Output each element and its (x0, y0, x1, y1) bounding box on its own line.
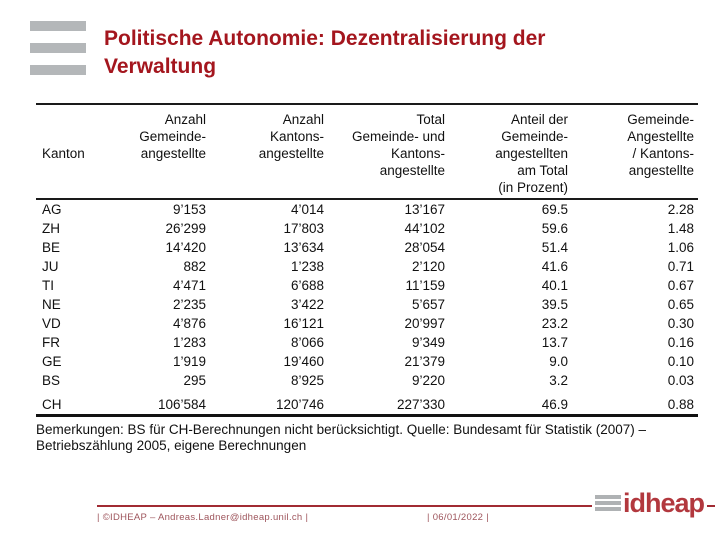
col-header-kantonsangestellte: Anzahl Kantons- angestellte (210, 103, 328, 200)
cell-gemeinde: 106’584 (126, 395, 210, 417)
cell-kanton: TI (42, 278, 54, 293)
cell-anteil: 9.0 (549, 354, 568, 369)
table-row-be: BE 14’420 13’634 28’054 51.4 1.06 (36, 238, 698, 257)
cell-kanton: JU (42, 259, 59, 274)
cell-total: 9’349 (411, 335, 445, 350)
cell-total: 13’167 (404, 202, 445, 217)
table-row-bs: BS 295 8’925 9’220 3.2 0.03 (36, 371, 698, 390)
header-row: Kanton Anzahl Gemeinde- angestellte Anza… (36, 103, 698, 200)
cell-kanton: FR (42, 335, 60, 350)
cell-anteil: 69.5 (541, 202, 568, 217)
cell-total: 2’120 (411, 259, 445, 274)
cell-kanton: GE (42, 354, 62, 369)
cell-anteil: 51.4 (541, 240, 568, 255)
cell-kantons: 6’688 (290, 278, 324, 293)
cell-total: 20’997 (404, 316, 445, 331)
cell-ratio: 1.06 (667, 240, 694, 255)
table-row-ne: NE 2’235 3’422 5’657 39.5 0.65 (36, 295, 698, 314)
col-header-total: Total Gemeinde- und Kantons- angestellte (328, 103, 449, 200)
cell-anteil: 13.7 (541, 335, 568, 350)
idheap-logo: idheap (592, 487, 708, 519)
table-row-ti: TI 4’471 6’688 11’159 40.1 0.67 (36, 276, 698, 295)
cell-kanton: CH (36, 395, 126, 417)
footer-divider-line (97, 505, 715, 507)
data-table: Kanton Anzahl Gemeinde- angestellte Anza… (36, 103, 698, 417)
cell-gemeinde: 9’153 (172, 202, 206, 217)
cell-kantons: 1’238 (290, 259, 324, 274)
cell-total: 44’102 (404, 221, 445, 236)
footer-copyright: | ©IDHEAP – Andreas.Ladner@idheap.unil.c… (97, 512, 309, 523)
cell-ratio: 0.03 (667, 373, 694, 388)
cell-kantons: 13’634 (283, 240, 324, 255)
brand-bar-icon (30, 43, 86, 53)
cell-gemeinde: 4’471 (172, 278, 206, 293)
cell-ratio: 0.30 (667, 316, 694, 331)
cell-ratio: 0.67 (667, 278, 694, 293)
cell-anteil: 23.2 (541, 316, 568, 331)
cell-ratio: 0.10 (667, 354, 694, 369)
idheap-bars-icon (595, 494, 621, 512)
table-row-zh: ZH 26’299 17’803 44’102 59.6 1.48 (36, 219, 698, 238)
col-header-anteil: Anteil der Gemeinde- angestellten am Tot… (449, 103, 572, 200)
slide-title: Politische Autonomie: Dezentralisierung … (104, 27, 546, 78)
cell-ratio: 0.88 (572, 395, 698, 417)
col-header-ratio: Gemeinde- Angestellte / Kantons- angeste… (572, 103, 698, 200)
cell-kantons: 120’746 (210, 395, 328, 417)
cell-gemeinde: 1’919 (172, 354, 206, 369)
cell-gemeinde: 26’299 (165, 221, 206, 236)
cell-total: 9’220 (411, 373, 445, 388)
cell-anteil: 3.2 (549, 373, 568, 388)
cell-anteil: 41.6 (541, 259, 568, 274)
cell-gemeinde: 295 (183, 373, 206, 388)
cell-total: 28’054 (404, 240, 445, 255)
cell-kanton: NE (42, 297, 61, 312)
table-row-ag: AG 9’153 4’014 13’167 69.5 2.28 (36, 199, 698, 219)
cell-anteil: 39.5 (541, 297, 568, 312)
cell-kanton: ZH (42, 221, 60, 236)
cell-kantons: 4’014 (290, 202, 324, 217)
cell-anteil: 59.6 (541, 221, 568, 236)
cell-gemeinde: 4’876 (172, 316, 206, 331)
table-row-fr: FR 1’283 8’066 9’349 13.7 0.16 (36, 333, 698, 352)
cell-kantons: 17’803 (283, 221, 324, 236)
cell-ratio: 0.71 (667, 259, 694, 274)
table-row-vd: VD 4’876 16’121 20’997 23.2 0.30 (36, 314, 698, 333)
cell-anteil: 46.9 (449, 395, 572, 417)
cell-kantons: 19’460 (283, 354, 324, 369)
table-row-ch-total: CH 106’584 120’746 227’330 46.9 0.88 (36, 395, 698, 417)
cell-gemeinde: 2’235 (172, 297, 206, 312)
data-table-container: Kanton Anzahl Gemeinde- angestellte Anza… (36, 103, 698, 453)
cell-total: 11’159 (405, 278, 445, 293)
cell-kanton: AG (42, 202, 62, 217)
cell-kantons: 8’066 (290, 335, 324, 350)
cell-gemeinde: 1’283 (172, 335, 206, 350)
col-header-gemeindeangestellte: Anzahl Gemeinde- angestellte (126, 103, 210, 200)
table-row-ju: JU 882 1’238 2’120 41.6 0.71 (36, 257, 698, 276)
brand-bars-logo (30, 21, 86, 87)
cell-gemeinde: 14’420 (165, 240, 206, 255)
cell-gemeinde: 882 (183, 259, 206, 274)
cell-anteil: 40.1 (541, 278, 568, 293)
cell-kantons: 8’925 (290, 373, 324, 388)
cell-kantons: 3’422 (290, 297, 324, 312)
cell-kanton: BS (42, 373, 61, 388)
table-row-ge: GE 1’919 19’460 21’379 9.0 0.10 (36, 352, 698, 371)
col-header-kanton: Kanton (36, 103, 126, 200)
cell-kantons: 16’121 (283, 316, 324, 331)
cell-total: 21’379 (404, 354, 445, 369)
brand-bar-icon (30, 21, 86, 31)
brand-bar-icon (30, 65, 86, 75)
cell-kanton: VD (42, 316, 61, 331)
footer-date: | 06/01/2022 | (427, 512, 489, 523)
cell-kanton: BE (42, 240, 61, 255)
cell-ratio: 0.65 (667, 297, 694, 312)
cell-ratio: 0.16 (667, 335, 694, 350)
cell-ratio: 2.28 (667, 202, 694, 217)
cell-ratio: 1.48 (667, 221, 694, 236)
cell-total: 227’330 (328, 395, 449, 417)
cell-total: 5’657 (411, 297, 445, 312)
idheap-logo-text: idheap (623, 488, 705, 518)
table-remarks: Bemerkungen: BS für CH-Berechnungen nich… (36, 422, 647, 453)
